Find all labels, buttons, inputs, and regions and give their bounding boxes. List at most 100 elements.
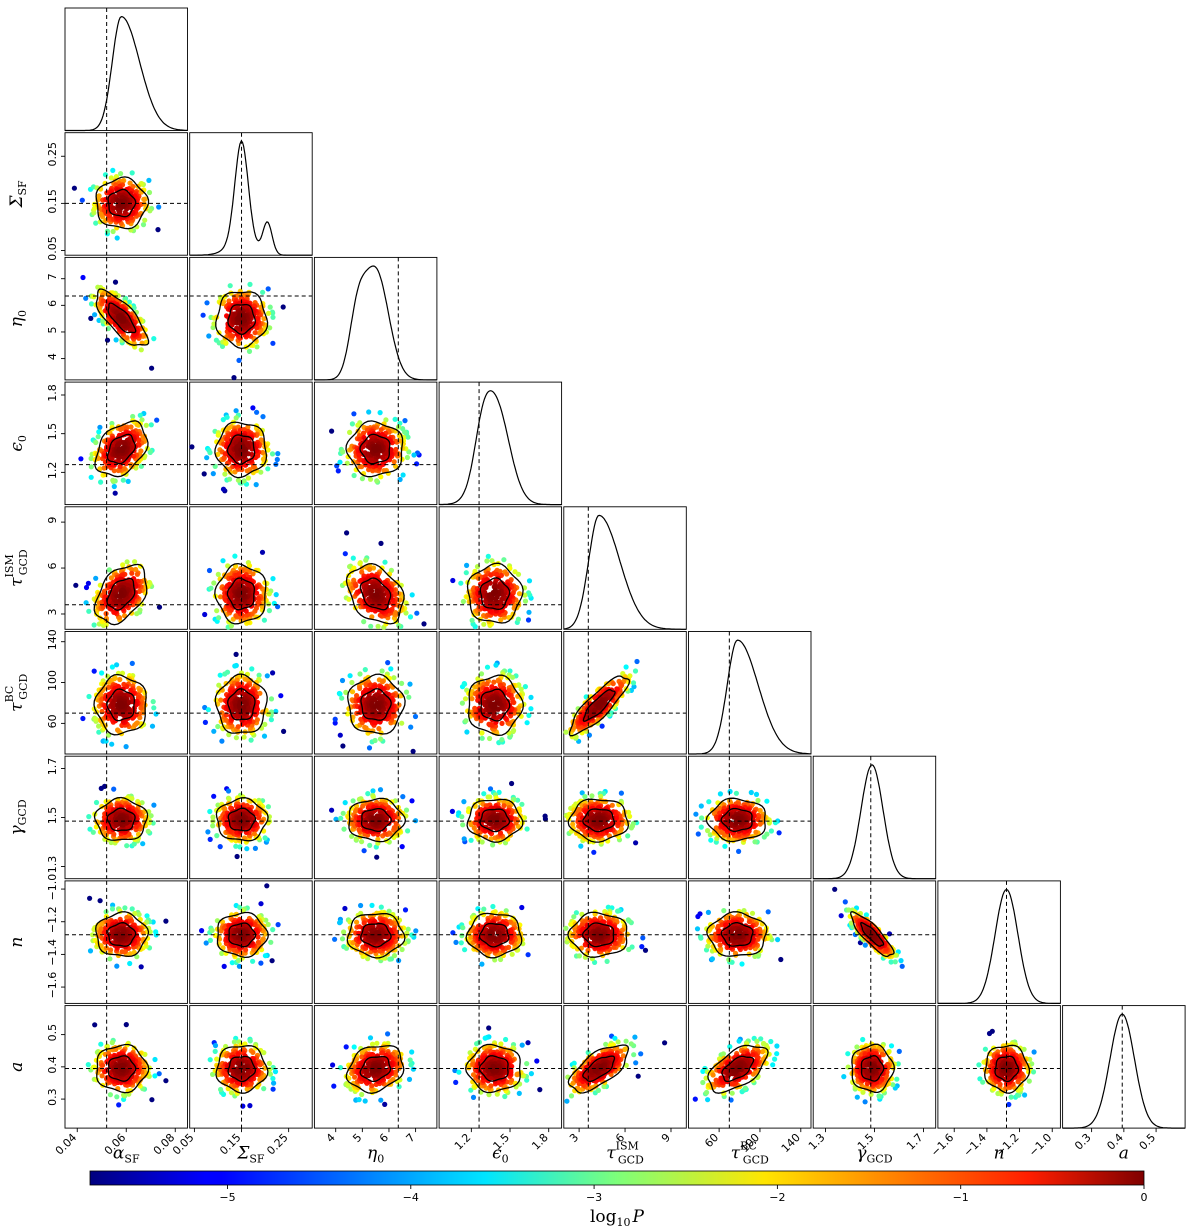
sample-point (250, 405, 256, 411)
sample-point (88, 315, 94, 321)
sample-point (99, 211, 105, 217)
sample-point (148, 422, 154, 428)
sample-point (270, 340, 276, 346)
sample-point (248, 737, 254, 743)
sample-point (265, 466, 271, 472)
sample-point (392, 416, 398, 422)
sample-point (210, 823, 216, 829)
sample-point (478, 671, 485, 677)
sample-point (385, 660, 391, 666)
sample-point (78, 456, 84, 462)
y-tick-label: 0.15 (46, 189, 59, 214)
sample-point (261, 617, 267, 623)
sample-point (129, 570, 135, 576)
sample-point (469, 617, 475, 624)
sample-point (104, 228, 111, 234)
contour-outer (95, 176, 150, 230)
sample-point (217, 844, 223, 850)
sample-point (399, 680, 405, 687)
sample-point (93, 575, 99, 581)
panel-Sigma-vs-alpha (64, 132, 188, 256)
sample-point (632, 668, 639, 674)
sample-point (266, 591, 272, 597)
sample-point (400, 794, 406, 800)
sample-point (339, 695, 345, 701)
sample-point (484, 664, 491, 670)
sample-point (372, 737, 378, 744)
panel-eta-vs-eta (313, 256, 438, 381)
sample-point (189, 444, 195, 450)
sample-point (479, 735, 485, 741)
sample-point (129, 660, 135, 667)
y-tick-label: 1.5 (46, 807, 59, 825)
sample-point (114, 235, 120, 241)
sample-point (104, 337, 111, 343)
sample-point (375, 623, 381, 630)
y-tick-label: 1.2 (46, 462, 59, 480)
y-tick-label: 3 (46, 608, 59, 615)
sample-point (525, 617, 532, 623)
sample-point (340, 810, 346, 816)
sample-point (339, 677, 346, 684)
sample-point (73, 582, 79, 588)
sample-point (91, 294, 97, 300)
sample-point (260, 414, 266, 420)
sample-point (124, 559, 130, 565)
sample-point (146, 189, 153, 196)
sample-point (86, 814, 92, 820)
panel-gamma-vs-alpha (64, 755, 188, 880)
sample-point (407, 614, 414, 620)
sample-point (109, 664, 115, 670)
sample-point (332, 716, 338, 722)
sample-point (112, 279, 119, 285)
sample-point (344, 530, 350, 536)
sample-point (409, 798, 415, 804)
sample-point (100, 318, 106, 324)
sample-point (90, 829, 96, 835)
sample-point (215, 571, 221, 578)
kde-curve-alpha (65, 15, 188, 132)
sample-point (351, 472, 357, 479)
contour-inner (107, 302, 137, 334)
sample-point (374, 478, 380, 484)
sample-point (542, 813, 548, 819)
sample-point (149, 365, 155, 371)
sample-point (245, 475, 251, 481)
y-tick-label: 7 (46, 273, 59, 280)
sample-point (145, 828, 151, 834)
sample-point (127, 180, 133, 186)
panel-tauBC-vs-eta (313, 631, 438, 755)
sample-point (208, 585, 214, 591)
sample-point (264, 673, 270, 679)
sample-point (241, 734, 247, 740)
sample-point (227, 283, 233, 289)
sample-point (93, 220, 99, 226)
sample-point (269, 451, 276, 457)
sample-point (118, 171, 124, 177)
y-tick-label: 140 (46, 629, 59, 650)
sample-point (400, 445, 406, 451)
sample-point (463, 570, 469, 576)
sample-point (357, 685, 363, 692)
sample-point (254, 315, 260, 322)
sample-point (491, 679, 497, 685)
sample-point (414, 610, 420, 616)
sample-point (356, 827, 362, 833)
sample-point (363, 557, 369, 563)
sample-point (487, 794, 493, 800)
sample-point (233, 415, 239, 421)
sample-point (270, 670, 276, 676)
sample-point (233, 843, 239, 849)
sample-point (118, 426, 124, 432)
sample-point (361, 619, 367, 625)
sample-point (134, 611, 140, 617)
panel-frame (563, 631, 687, 755)
sample-point (130, 183, 136, 190)
sample-point (241, 478, 247, 484)
sample-point (405, 828, 411, 834)
sample-point (468, 837, 474, 843)
sample-point (220, 486, 227, 492)
sample-point (117, 676, 123, 683)
sample-point (123, 744, 129, 750)
panel-tauBC-vs-Sigma (189, 631, 313, 755)
